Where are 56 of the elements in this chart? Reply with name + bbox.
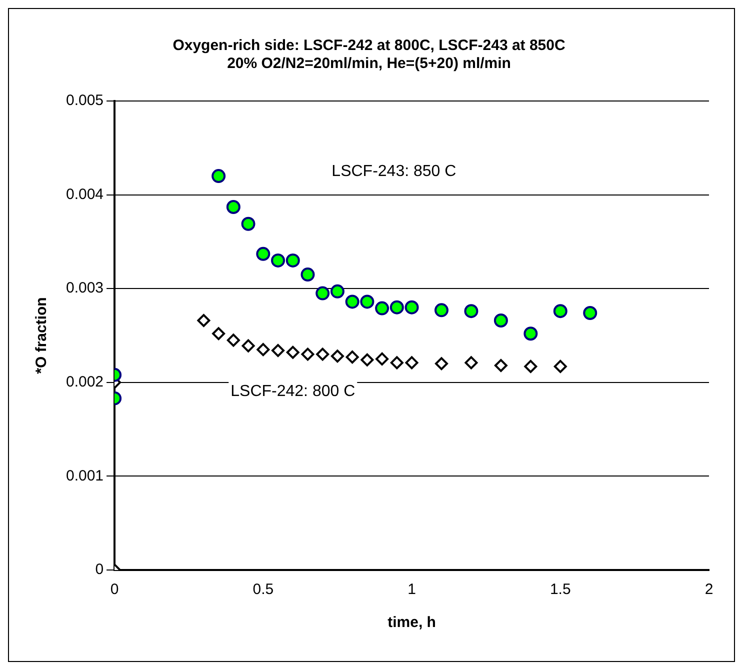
point [256,343,270,356]
point [271,253,286,268]
point [434,357,448,370]
point [316,286,330,300]
point [286,346,300,359]
x-tick-label: 1 [408,581,416,598]
point [494,313,508,328]
point [524,360,538,373]
x-tick-label: 0.5 [252,581,274,598]
point [375,301,390,316]
annotation: LSCF-242: 800 C [230,383,356,400]
point [390,300,404,314]
y-tick-label: 0.001 [66,467,104,484]
y-axis-title: *O fraction [33,297,50,374]
point [346,350,359,364]
point [345,294,360,309]
point [286,253,300,268]
point [212,327,226,340]
annotation: LSCF-243: 850 C [332,162,456,180]
point [554,360,567,373]
point [524,326,538,341]
y-tick-label: 0.004 [66,186,104,203]
point [360,294,374,309]
point [553,304,568,318]
point [464,304,478,318]
point [376,352,389,366]
point [390,356,404,370]
x-tick-label: 0 [110,581,119,598]
x-axis-title: time, h [388,614,436,632]
point [404,300,419,314]
chart-title: Oxygen-rich side: LSCF-242 at 800C, LSCF-243 at 850C 20% O2/N2=20ml/min, He=(5+20) ml/min [172,37,566,72]
point [330,350,344,363]
point [197,314,210,327]
point [301,348,314,361]
point [300,268,315,282]
point [583,306,598,320]
point [212,169,226,184]
point [464,356,478,370]
point [242,339,255,352]
y-tick-label: 0.003 [66,280,104,297]
x-tick-label: 1.5 [550,581,571,598]
point [226,334,240,347]
point [316,348,330,361]
point [256,246,270,261]
y-tick-label: 0.005 [66,92,104,110]
point [241,216,256,231]
y-tick-label: 0.002 [66,374,104,391]
point [330,284,344,298]
point [226,200,240,214]
point [360,353,374,366]
y-tick-label: 0 [95,561,104,578]
point [272,344,285,358]
point [434,303,448,318]
point [494,359,508,372]
point [405,356,418,370]
x-tick-label: 2 [704,581,714,598]
